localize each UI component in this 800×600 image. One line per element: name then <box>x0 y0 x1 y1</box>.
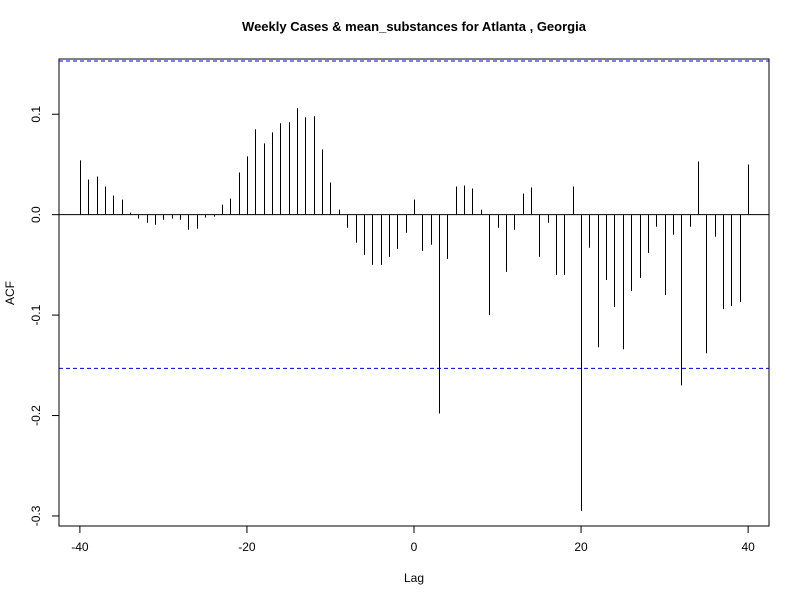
y-tick-label: 0.1 <box>29 106 43 123</box>
y-tick-label: 0.0 <box>29 206 43 223</box>
axes-layer: -40 -20 0 20 40 -0.3 -0.2 -0.1 0.0 0.1 <box>29 106 755 554</box>
x-tick-label: -20 <box>238 540 256 554</box>
bars-layer <box>59 60 769 511</box>
x-tick-label: 40 <box>741 540 755 554</box>
y-axis-label: ACF <box>3 281 17 305</box>
y-tick-label: -0.3 <box>29 505 43 526</box>
x-tick-label: 0 <box>411 540 418 554</box>
y-tick-label: -0.2 <box>29 405 43 426</box>
x-tick-label: 20 <box>574 540 588 554</box>
x-tick-label: -40 <box>71 540 89 554</box>
chart-title: Weekly Cases & mean_substances for Atlan… <box>242 19 587 34</box>
y-tick-label: -0.1 <box>29 304 43 325</box>
plot-box <box>58 58 770 527</box>
x-axis-label: Lag <box>404 571 424 585</box>
